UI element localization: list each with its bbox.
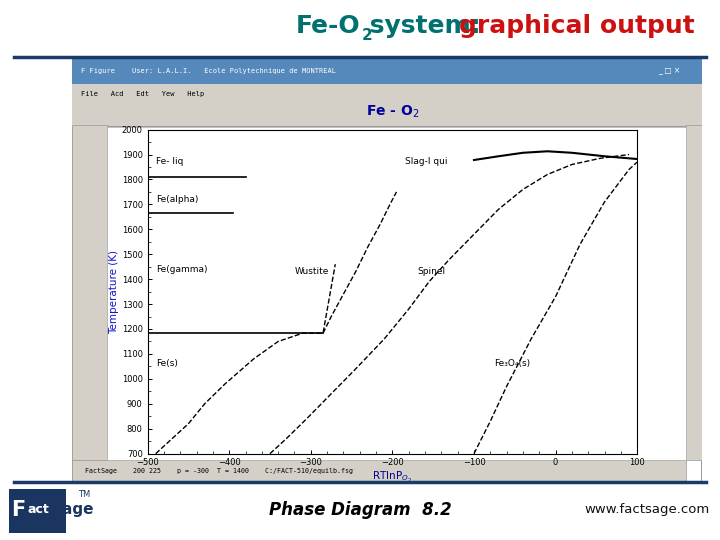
Text: Fe - O$_2$: Fe - O$_2$	[366, 104, 419, 120]
Text: Fe₃O₄(s): Fe₃O₄(s)	[495, 360, 531, 368]
Bar	[72, 104, 702, 125]
X-axis label: RTlnP$_{O_2}$: RTlnP$_{O_2}$	[372, 470, 413, 485]
Bar	[72, 84, 702, 104]
Text: Phase Diagram  8.2: Phase Diagram 8.2	[269, 501, 451, 519]
Bar	[107, 127, 686, 461]
Text: www.factsage.com: www.factsage.com	[584, 503, 709, 516]
Text: TM: TM	[78, 490, 90, 499]
Text: File   Acd   Edt   Yew   Help: File Acd Edt Yew Help	[81, 91, 204, 97]
Text: system:: system:	[361, 14, 490, 37]
Text: F Figure    User: L.A.L.I.   Ecole Polytechnique de MONTREAL: F Figure User: L.A.L.I. Ecole Polytechni…	[81, 68, 336, 74]
Text: Fe(alpha): Fe(alpha)	[156, 195, 198, 204]
Text: Sage: Sage	[52, 502, 94, 517]
Text: F: F	[11, 500, 25, 519]
Text: graphical output: graphical output	[459, 14, 695, 37]
Text: Slag-l qui: Slag-l qui	[405, 158, 447, 166]
Text: Fe- liq: Fe- liq	[156, 158, 183, 166]
Text: Fe(s): Fe(s)	[156, 360, 178, 368]
Text: FactSage    200 225    p = -300  T = 1400    C:/FACT-510/equilb.fsg: FactSage 200 225 p = -300 T = 1400 C:/FA…	[85, 468, 353, 474]
Text: Fe-O: Fe-O	[295, 14, 360, 37]
Text: act: act	[27, 503, 49, 516]
Bar	[72, 461, 686, 482]
Y-axis label: Temperature (K): Temperature (K)	[109, 249, 119, 334]
Text: Spinel: Spinel	[417, 267, 445, 276]
Text: Wustite: Wustite	[294, 267, 329, 276]
Bar	[72, 125, 702, 127]
Bar	[72, 57, 702, 84]
Bar	[686, 125, 702, 461]
Bar	[9, 489, 66, 533]
Bar	[72, 125, 107, 461]
Text: _ □ ×: _ □ ×	[657, 66, 680, 75]
Text: 2: 2	[361, 28, 372, 43]
Text: Fe(gamma): Fe(gamma)	[156, 265, 207, 274]
